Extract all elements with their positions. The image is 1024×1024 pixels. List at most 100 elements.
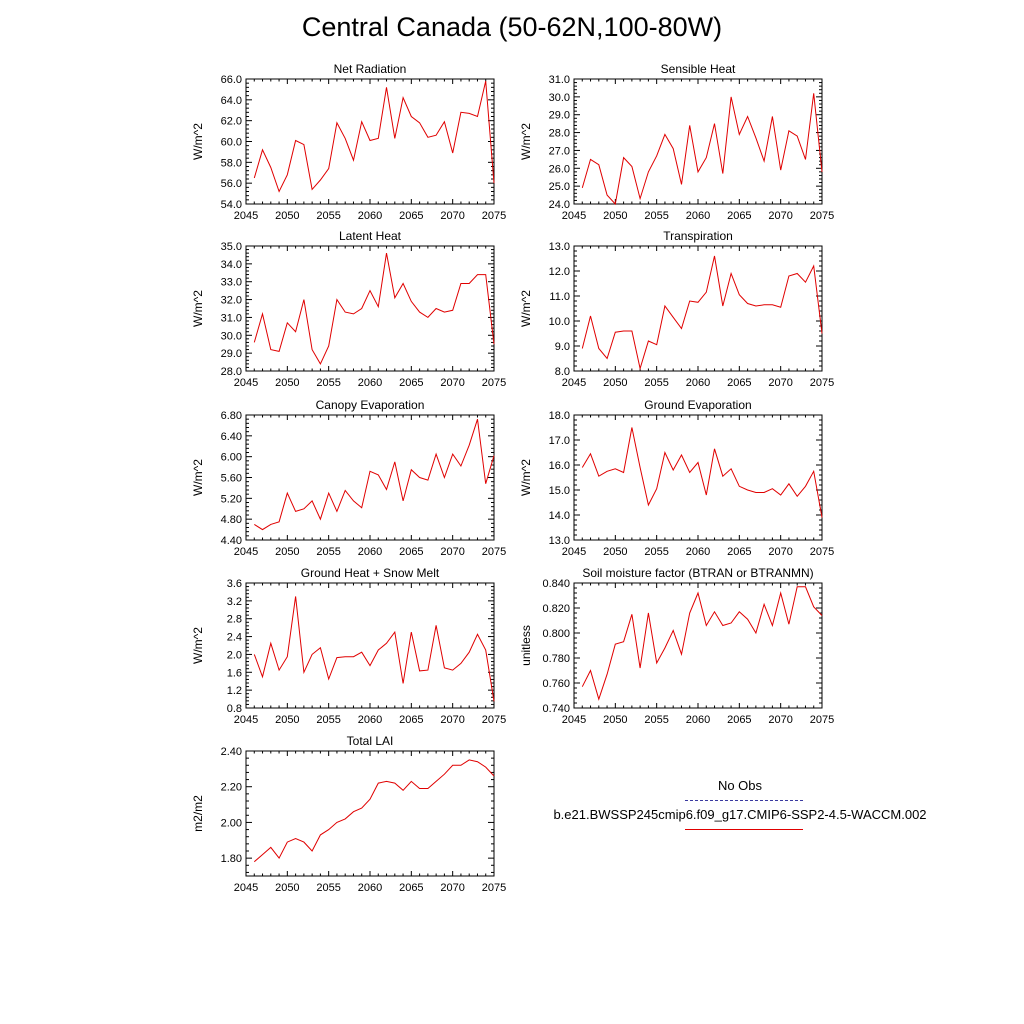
x-tick-label: 2070 [440,546,464,558]
chart-panel-9: Total LAI 2045 2050 2055 2060 2065 2070 2075 1.8… [191,734,506,894]
x-tick-label: 2070 [768,714,792,726]
x-tick-label: 2060 [358,714,382,726]
y-axis-label: m2/m2 [191,795,205,832]
y-tick-label: 0.760 [542,678,570,690]
x-tick-label: 2060 [358,546,382,558]
y-tick-label: 34.0 [221,259,242,271]
y-tick-label: 64.0 [221,95,242,107]
chart-svg: 2045 2050 2055 2060 2065 2070 2075 13.0 14.0 15.0… [519,410,834,558]
x-tick-label: 2065 [399,714,423,726]
x-tick-label: 2050 [603,210,627,222]
x-tick-label: 2045 [234,546,258,558]
chart-panel-1: Net Radiation 2045 2050 2055 2060 2065 2070 207… [191,62,506,222]
x-tick-label: 2050 [275,882,299,894]
y-tick-label: 54.0 [221,199,242,211]
x-tick-label: 2050 [275,546,299,558]
series-line [581,427,823,518]
y-tick-label: 1.6 [227,667,242,679]
x-tick-label: 2050 [275,714,299,726]
chart-svg: 2045 2050 2055 2060 2065 2070 2075 24.0 25.0 26.0… [519,74,834,222]
plot-frame [573,245,823,372]
y-axis-label: unitless [519,625,533,666]
x-tick-label: 2055 [316,210,340,222]
x-tick-label: 2045 [234,882,258,894]
y-tick-label: 0.800 [542,628,570,640]
x-tick-label: 2070 [768,210,792,222]
y-tick-label: 8.0 [555,366,570,378]
series-line [581,93,823,206]
chart-svg: 2045 2050 2055 2060 2065 2070 2075 8.0 9.0 10.0 11… [519,241,834,389]
x-tick-label: 2050 [275,210,299,222]
series-line [253,80,495,193]
y-tick-label: 4.80 [221,514,242,526]
x-tick-label: 2075 [810,377,834,389]
series-line [253,253,495,365]
y-tick-label: 0.840 [542,578,570,590]
y-tick-label: 3.6 [227,578,242,590]
y-tick-label: 13.0 [549,241,570,253]
x-tick-label: 2055 [316,377,340,389]
y-tick-label: 1.2 [227,685,242,697]
y-tick-label: 29.0 [221,348,242,360]
y-tick-label: 12.0 [549,266,570,278]
x-tick-label: 2070 [440,377,464,389]
x-tick-label: 2065 [399,882,423,894]
chart-svg: 2045 2050 2055 2060 2065 2070 2075 0.740 0.760 0.… [519,578,834,726]
chart-title: Ground Evaporation [644,398,752,412]
x-tick-label: 2075 [810,546,834,558]
y-tick-label: 66.0 [221,74,242,86]
chart-panel-2: Sensible Heat 2045 2050 2055 2060 2065 2070 207… [519,62,834,222]
y-tick-label: 30.0 [221,330,242,342]
y-tick-label: 56.0 [221,178,242,190]
series-line [253,759,495,863]
legend-model-label: b.e21.BWSSP245cmip6.f09_g17.CMIP6-SSP2-4… [553,807,927,822]
y-tick-label: 0.740 [542,703,570,715]
figure-title: Central Canada (50-62N,100-80W) [301,12,723,42]
y-tick-label: 5.60 [221,473,242,485]
x-tick-label: 2055 [644,210,668,222]
x-tick-label: 2075 [482,546,506,558]
y-tick-label: 18.0 [549,410,570,422]
chart-title: Transpiration [663,229,733,243]
y-tick-label: 2.8 [227,614,242,626]
x-tick-label: 2060 [686,714,710,726]
x-tick-label: 2055 [644,546,668,558]
plot-frame [245,582,495,709]
chart-svg: 2045 2050 2055 2060 2065 2070 2075 0.8 1.2 1.6 2.0… [191,578,506,726]
x-tick-label: 2055 [316,546,340,558]
x-tick-label: 2075 [482,210,506,222]
y-tick-label: 60.0 [221,137,242,149]
chart-title: Latent Heat [338,229,402,243]
plot-frame [245,414,495,541]
y-axis-label: W/m^2 [519,290,533,327]
y-tick-label: 2.20 [221,782,242,794]
x-tick-label: 2050 [603,377,627,389]
y-tick-label: 13.0 [549,535,570,547]
y-tick-label: 6.80 [221,410,242,422]
y-tick-label: 30.0 [549,92,570,104]
y-tick-label: 16.0 [549,460,570,472]
y-tick-label: 35.0 [221,241,242,253]
chart-title: Ground Heat + Snow Melt [300,566,440,580]
y-tick-label: 14.0 [549,510,570,522]
x-tick-label: 2075 [810,714,834,726]
y-tick-label: 32.0 [221,295,242,307]
plot-frame [573,582,823,709]
y-tick-label: 6.40 [221,431,242,443]
x-tick-label: 2045 [562,210,586,222]
chart-panel-3: Latent Heat 2045 2050 2055 2060 2065 2070 2075 2… [191,229,506,389]
series-line [581,255,823,371]
x-tick-label: 2050 [603,546,627,558]
series-line [253,596,495,702]
x-tick-label: 2045 [562,546,586,558]
y-tick-label: 10.0 [549,316,570,328]
chart-title: Net Radiation [333,62,407,76]
y-tick-label: 0.8 [227,703,242,715]
series-line [581,586,823,701]
x-tick-label: 2065 [399,377,423,389]
y-tick-label: 28.0 [549,128,570,140]
y-axis-label: W/m^2 [519,123,533,160]
y-axis-label: W/m^2 [191,627,205,664]
y-tick-label: 2.4 [227,632,242,644]
chart-title: Canopy Evaporation [315,398,425,412]
